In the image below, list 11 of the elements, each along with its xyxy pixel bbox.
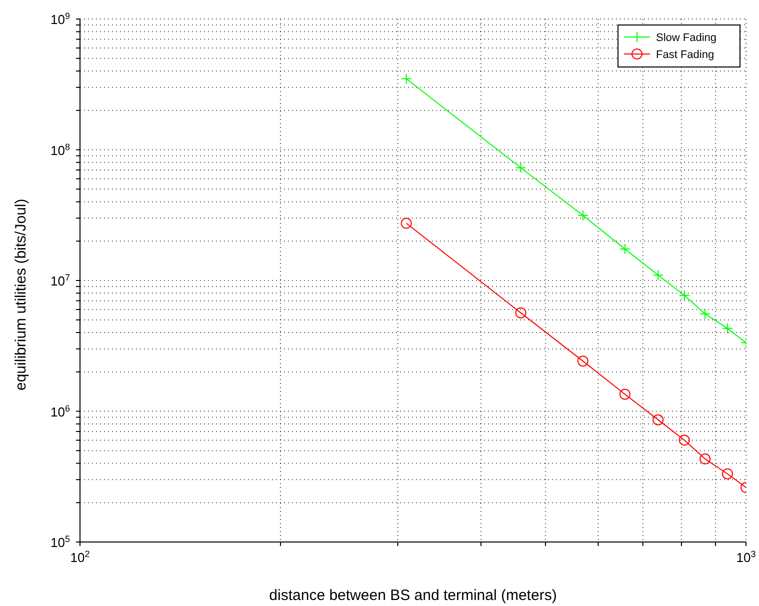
y-tick-label: 10$^{9}$	[50, 11, 70, 27]
legend-label: Fast Fading	[656, 49, 714, 61]
x-tick-label: 10$^{2}$	[70, 549, 90, 565]
x-axis-title: distance between BS and terminal (meters)	[269, 587, 557, 604]
x-tick-label: 10$^{3}$	[736, 549, 756, 565]
y-tick-label: 10$^{5}$	[50, 534, 70, 550]
y-tick-label: 10$^{8}$	[50, 142, 70, 158]
y-tick-label: 10$^{6}$	[50, 403, 70, 420]
y-tick-label: 10$^{7}$	[50, 272, 70, 288]
y-axis-title: equilibrium utilities (bits/Joul)	[12, 198, 30, 390]
legend-label: Slow Fading	[656, 32, 717, 44]
